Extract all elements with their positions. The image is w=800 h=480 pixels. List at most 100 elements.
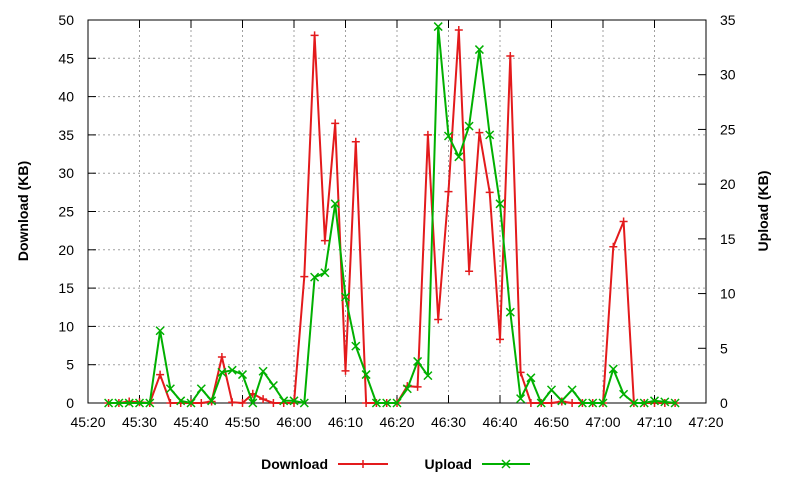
series-layer	[104, 22, 680, 408]
data-point-download	[217, 353, 226, 362]
x-tick-label: 46:00	[276, 414, 311, 430]
data-point-download	[156, 370, 165, 379]
data-point-upload	[536, 398, 546, 408]
y-right-tick-label: 35	[720, 12, 736, 28]
data-point-download	[609, 242, 618, 251]
data-point-upload	[423, 371, 433, 381]
y-right-tick-label: 5	[720, 340, 728, 356]
data-point-download	[341, 366, 350, 375]
x-tick-label: 46:30	[431, 414, 466, 430]
y-right-tick-label: 25	[720, 121, 736, 137]
data-point-upload	[670, 398, 680, 408]
y-left-tick-label: 35	[58, 127, 74, 143]
data-point-upload	[258, 366, 268, 376]
y-left-tick-label: 0	[66, 395, 74, 411]
data-point-download	[485, 188, 494, 197]
data-point-upload	[310, 272, 320, 282]
data-point-download	[413, 382, 422, 391]
y-right-tick-label: 0	[720, 395, 728, 411]
series-line-download	[108, 29, 676, 404]
grid	[88, 20, 706, 403]
x-tick-label: 47:10	[637, 414, 672, 430]
data-point-upload	[608, 364, 618, 374]
data-point-upload	[464, 121, 474, 131]
data-point-download	[269, 399, 278, 407]
legend-label-download: Download	[261, 456, 328, 472]
data-point-download	[444, 187, 453, 196]
y-right-tick-label: 20	[720, 176, 736, 192]
data-point-download	[465, 267, 474, 276]
data-point-download	[454, 25, 463, 34]
data-point-upload	[495, 199, 505, 209]
series-line-upload	[108, 25, 676, 404]
x-tick-label: 45:40	[173, 414, 208, 430]
data-point-upload	[485, 130, 495, 140]
data-point-download	[228, 398, 237, 407]
data-point-upload	[104, 398, 114, 408]
data-point-upload	[176, 396, 186, 406]
data-point-download	[125, 397, 134, 406]
data-point-upload	[382, 398, 392, 408]
data-point-upload	[124, 398, 134, 408]
y-right-tick-label: 10	[720, 286, 736, 302]
data-point-upload	[402, 384, 412, 394]
y-axis-left-title: Download (KB)	[15, 161, 31, 261]
x-tick-label: 46:50	[534, 414, 569, 430]
data-point-upload	[165, 384, 175, 394]
data-point-upload	[320, 268, 330, 278]
y-left-tick-label: 40	[58, 89, 74, 105]
data-point-upload	[392, 398, 402, 408]
data-point-download	[434, 315, 443, 324]
data-point-download	[362, 399, 371, 407]
data-point-upload	[186, 398, 196, 408]
data-point-upload	[660, 397, 670, 407]
data-point-upload	[649, 396, 660, 406]
y-axis-left: 0 5 10 15 20 25 30 35 40 45 50	[58, 12, 96, 411]
x-tick-label: 47:00	[585, 414, 620, 430]
data-point-download	[568, 399, 577, 407]
data-point-download	[351, 137, 360, 146]
data-point-upload	[134, 398, 145, 408]
data-point-download	[197, 399, 206, 407]
data-point-download	[526, 399, 535, 407]
y-left-tick-label: 30	[58, 165, 74, 181]
data-point-upload	[413, 356, 423, 366]
legend-marker-upload	[501, 459, 511, 469]
data-point-upload	[474, 45, 484, 55]
y-right-tick-label: 30	[720, 67, 736, 83]
y-right-tick-label: 15	[720, 231, 736, 247]
x-tick-label: 45:50	[225, 414, 260, 430]
data-point-download	[320, 236, 329, 245]
data-point-upload	[279, 396, 289, 406]
x-tick-label: 46:10	[328, 414, 363, 430]
y-left-tick-label: 25	[58, 204, 74, 220]
data-point-upload	[217, 367, 227, 377]
legend-marker-download	[359, 460, 367, 468]
data-point-upload	[516, 394, 526, 404]
data-point-upload	[454, 152, 464, 162]
data-point-download	[423, 130, 432, 139]
x-tick-label: 45:20	[70, 414, 105, 430]
data-point-upload	[557, 396, 567, 406]
data-point-upload	[639, 398, 649, 408]
data-point-download	[331, 119, 340, 128]
data-point-upload	[207, 396, 217, 406]
data-point-upload	[248, 398, 258, 408]
x-tick-label: 45:30	[122, 414, 157, 430]
x-tick-label: 46:20	[379, 414, 414, 430]
data-point-download	[475, 128, 484, 137]
data-point-download	[259, 395, 268, 404]
data-point-upload	[299, 398, 309, 408]
y-axis-right: 0 5 10 15 20 25 30 35	[698, 12, 736, 411]
data-point-upload	[371, 398, 381, 408]
data-point-upload	[598, 398, 608, 408]
data-point-upload	[546, 385, 557, 395]
data-point-upload	[196, 384, 206, 394]
data-point-download	[310, 31, 319, 40]
legend-marker-symbol-upload	[501, 459, 511, 469]
y-left-tick-label: 5	[66, 357, 74, 373]
data-point-download	[496, 335, 504, 344]
data-point-upload	[619, 389, 629, 399]
data-point-upload	[351, 341, 361, 351]
data-point-upload	[227, 365, 237, 375]
